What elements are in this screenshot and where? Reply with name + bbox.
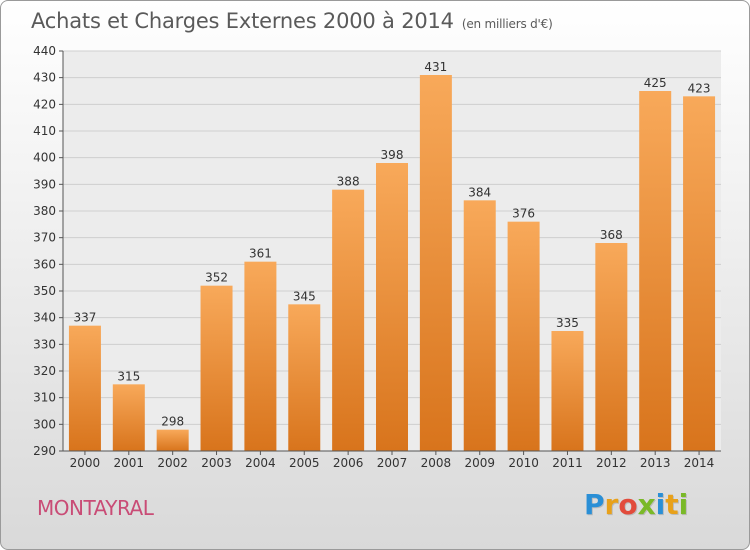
logo-letter: P <box>584 488 605 521</box>
bar <box>68 325 101 451</box>
bar <box>683 96 716 451</box>
bar <box>288 304 321 451</box>
value-label: 298 <box>161 415 184 429</box>
value-label: 398 <box>381 148 404 162</box>
logo-letter: t <box>665 488 679 521</box>
y-tick-label: 360 <box>33 257 56 271</box>
x-tick-label: 2000 <box>70 456 101 470</box>
value-label: 431 <box>424 60 447 74</box>
value-label: 384 <box>468 185 491 199</box>
y-tick-label: 440 <box>33 44 56 58</box>
bar <box>244 261 277 451</box>
y-tick-label: 340 <box>33 311 56 325</box>
x-tick-label: 2001 <box>114 456 145 470</box>
bar <box>639 91 672 451</box>
bar <box>112 384 145 451</box>
logo-letter: o <box>618 488 638 521</box>
logo-letter: x <box>637 488 656 521</box>
y-tick-label: 330 <box>33 337 56 351</box>
value-label: 425 <box>644 76 667 90</box>
value-label: 388 <box>337 175 360 189</box>
value-labels: 337 315 298 352 361 345 388 398 431 384 376 335 368 4… <box>73 60 710 429</box>
x-tick-label: 2013 <box>640 456 671 470</box>
bar <box>332 189 365 451</box>
chart-title: Achats et Charges Externes 2000 à 2014 (e… <box>31 9 553 33</box>
y-tick-label: 320 <box>33 364 56 378</box>
x-tick-label: 2007 <box>377 456 408 470</box>
x-tick-label: 2014 <box>684 456 715 470</box>
y-tick-label: 380 <box>33 204 56 218</box>
x-tick-label: 2010 <box>508 456 539 470</box>
value-label: 423 <box>688 81 711 95</box>
value-label: 315 <box>117 369 140 383</box>
x-tick-label: 2008 <box>421 456 452 470</box>
y-tick-label: 350 <box>33 284 56 298</box>
place-name: MONTAYRAL <box>37 496 154 520</box>
x-tick-label: 2011 <box>552 456 583 470</box>
bar <box>551 331 584 451</box>
y-tick-label: 290 <box>33 444 56 458</box>
bar <box>463 200 496 451</box>
y-tick-label: 300 <box>33 417 56 431</box>
y-tick-label: 420 <box>33 97 56 111</box>
logo-letter: i <box>655 488 666 521</box>
value-label: 345 <box>293 289 316 303</box>
x-axis: 2000 2001 2002 2003 2004 2005 2006 2007 2008 2009… <box>63 450 721 470</box>
x-tick-label: 2004 <box>245 456 276 470</box>
proxiti-logo: Proxiti <box>584 488 688 521</box>
value-label: 361 <box>249 247 272 261</box>
y-tick-label: 310 <box>33 391 56 405</box>
logo-letter: i <box>678 488 689 521</box>
y-axis: 290 300 310 320 330 340 350 360 370 380 390 400 410 4… <box>33 44 64 458</box>
logo-letter: r <box>604 488 619 521</box>
bar <box>376 163 408 451</box>
x-tick-label: 2006 <box>333 456 364 470</box>
value-label: 335 <box>556 316 579 330</box>
value-label: 368 <box>600 228 623 242</box>
y-tick-label: 390 <box>33 177 56 191</box>
bar <box>200 285 233 451</box>
value-label: 337 <box>73 311 96 325</box>
bar <box>595 243 628 451</box>
y-tick-label: 410 <box>33 124 56 138</box>
x-tick-label: 2005 <box>289 456 320 470</box>
chart-title-text: Achats et Charges Externes 2000 à 2014 <box>31 9 454 33</box>
bars <box>68 75 716 451</box>
value-label: 352 <box>205 271 228 285</box>
value-label: 376 <box>512 207 535 221</box>
bar <box>156 429 189 451</box>
bar <box>507 221 540 451</box>
x-tick-label: 2002 <box>157 456 188 470</box>
x-tick-label: 2009 <box>464 456 495 470</box>
bar <box>419 75 452 451</box>
chart-title-unit: (en milliers d'€) <box>461 17 553 31</box>
y-tick-label: 430 <box>33 71 56 85</box>
y-tick-label: 400 <box>33 151 56 165</box>
x-tick-label: 2012 <box>596 456 627 470</box>
y-tick-label: 370 <box>33 231 56 245</box>
x-tick-label: 2003 <box>201 456 232 470</box>
